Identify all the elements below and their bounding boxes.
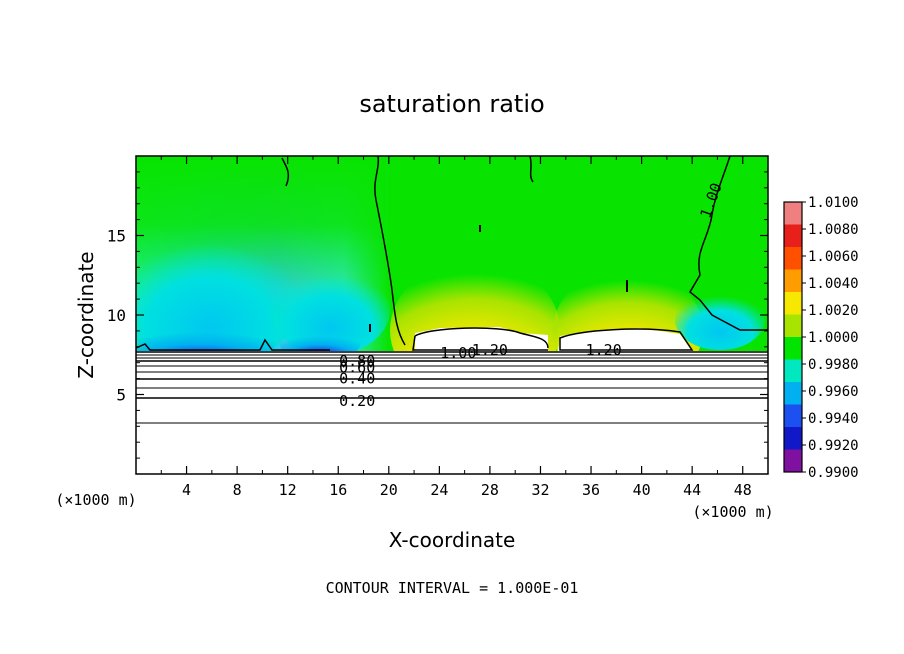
colorbar-label: 0.9900 bbox=[808, 465, 859, 481]
contour-label: 0.40 bbox=[339, 370, 375, 388]
colorbar-swatch bbox=[784, 382, 802, 405]
contour-label: 0.60 bbox=[339, 358, 375, 376]
x-tick-label: 16 bbox=[329, 481, 347, 499]
contour-label: 0.80 bbox=[339, 352, 375, 370]
x-tick-label: 48 bbox=[734, 481, 752, 499]
colorbar-label: 1.0080 bbox=[808, 222, 859, 238]
x-tick-label: 12 bbox=[279, 481, 297, 499]
x-tick-label: 44 bbox=[683, 481, 701, 499]
colorbar-swatch bbox=[784, 269, 802, 293]
colorbar-label: 1.0040 bbox=[808, 276, 859, 292]
x-axis: 4 8 12 16 20 24 28 32 36 40 44 48 bbox=[160, 156, 752, 499]
colorbar-swatch bbox=[784, 449, 802, 473]
x-unit-left: (×1000 m) bbox=[55, 491, 136, 509]
colorbar-swatch bbox=[784, 314, 802, 338]
colorbar-label: 1.0060 bbox=[808, 249, 859, 265]
contour-label: 1.20 bbox=[472, 341, 508, 359]
colorbar-swatch bbox=[784, 427, 802, 450]
colorbar-label: 0.9920 bbox=[808, 438, 859, 454]
x-tick-label: 4 bbox=[182, 481, 191, 499]
colorbar-label: 1.0100 bbox=[808, 195, 859, 211]
plot-area: 1.001.20 1.201.000.800.600.400.20 bbox=[136, 156, 768, 474]
colorbar-swatch bbox=[784, 337, 802, 360]
colorbar-label: 0.9980 bbox=[808, 357, 859, 373]
contour-label: 1.20 bbox=[586, 341, 622, 359]
colorbar-swatch bbox=[784, 359, 802, 383]
colorbar-label: 0.9960 bbox=[808, 384, 859, 400]
colorbar-label: 1.0000 bbox=[808, 330, 859, 346]
chart-title: saturation ratio bbox=[359, 90, 544, 118]
x-tick-label: 36 bbox=[582, 481, 600, 499]
colorbar-swatch bbox=[784, 202, 802, 225]
y-tick-label: 10 bbox=[107, 306, 126, 325]
y-axis: 5 10 15 bbox=[107, 171, 768, 459]
y-axis-label: Z-coordinate bbox=[74, 251, 98, 378]
contour-label: 1.00 bbox=[440, 344, 476, 362]
contour-lines bbox=[136, 156, 768, 424]
x-tick-label: 28 bbox=[481, 481, 499, 499]
x-tick-label: 20 bbox=[380, 481, 398, 499]
colorbar-swatch bbox=[784, 247, 802, 270]
colorbar-label: 0.9940 bbox=[808, 411, 859, 427]
x-tick-label: 8 bbox=[233, 481, 242, 499]
contour-interval-footer: CONTOUR INTERVAL = 1.000E-01 bbox=[326, 579, 579, 597]
colorbar-swatch bbox=[784, 224, 802, 248]
x-tick-label: 24 bbox=[430, 481, 448, 499]
supersaturated-patch-1 bbox=[415, 327, 548, 351]
y-tick-label: 5 bbox=[116, 386, 126, 405]
colorbar-swatch bbox=[784, 404, 802, 428]
y-tick-label: 15 bbox=[107, 227, 126, 246]
x-tick-label: 32 bbox=[531, 481, 549, 499]
x-unit-right: (×1000 m) bbox=[692, 503, 773, 521]
colorbar-label: 1.0020 bbox=[808, 303, 859, 319]
colorbar: 1.0100 1.0080 1.0060 1.0040 1.0020 1.0000 0.99… bbox=[783, 195, 859, 481]
supersaturated-patch-2 bbox=[558, 328, 692, 351]
contour-label: 0.20 bbox=[339, 392, 375, 410]
x-tick-label: 40 bbox=[633, 481, 651, 499]
colorbar-swatch bbox=[784, 292, 802, 315]
x-axis-label: X-coordinate bbox=[389, 528, 516, 552]
field-subsaturated bbox=[136, 351, 768, 474]
